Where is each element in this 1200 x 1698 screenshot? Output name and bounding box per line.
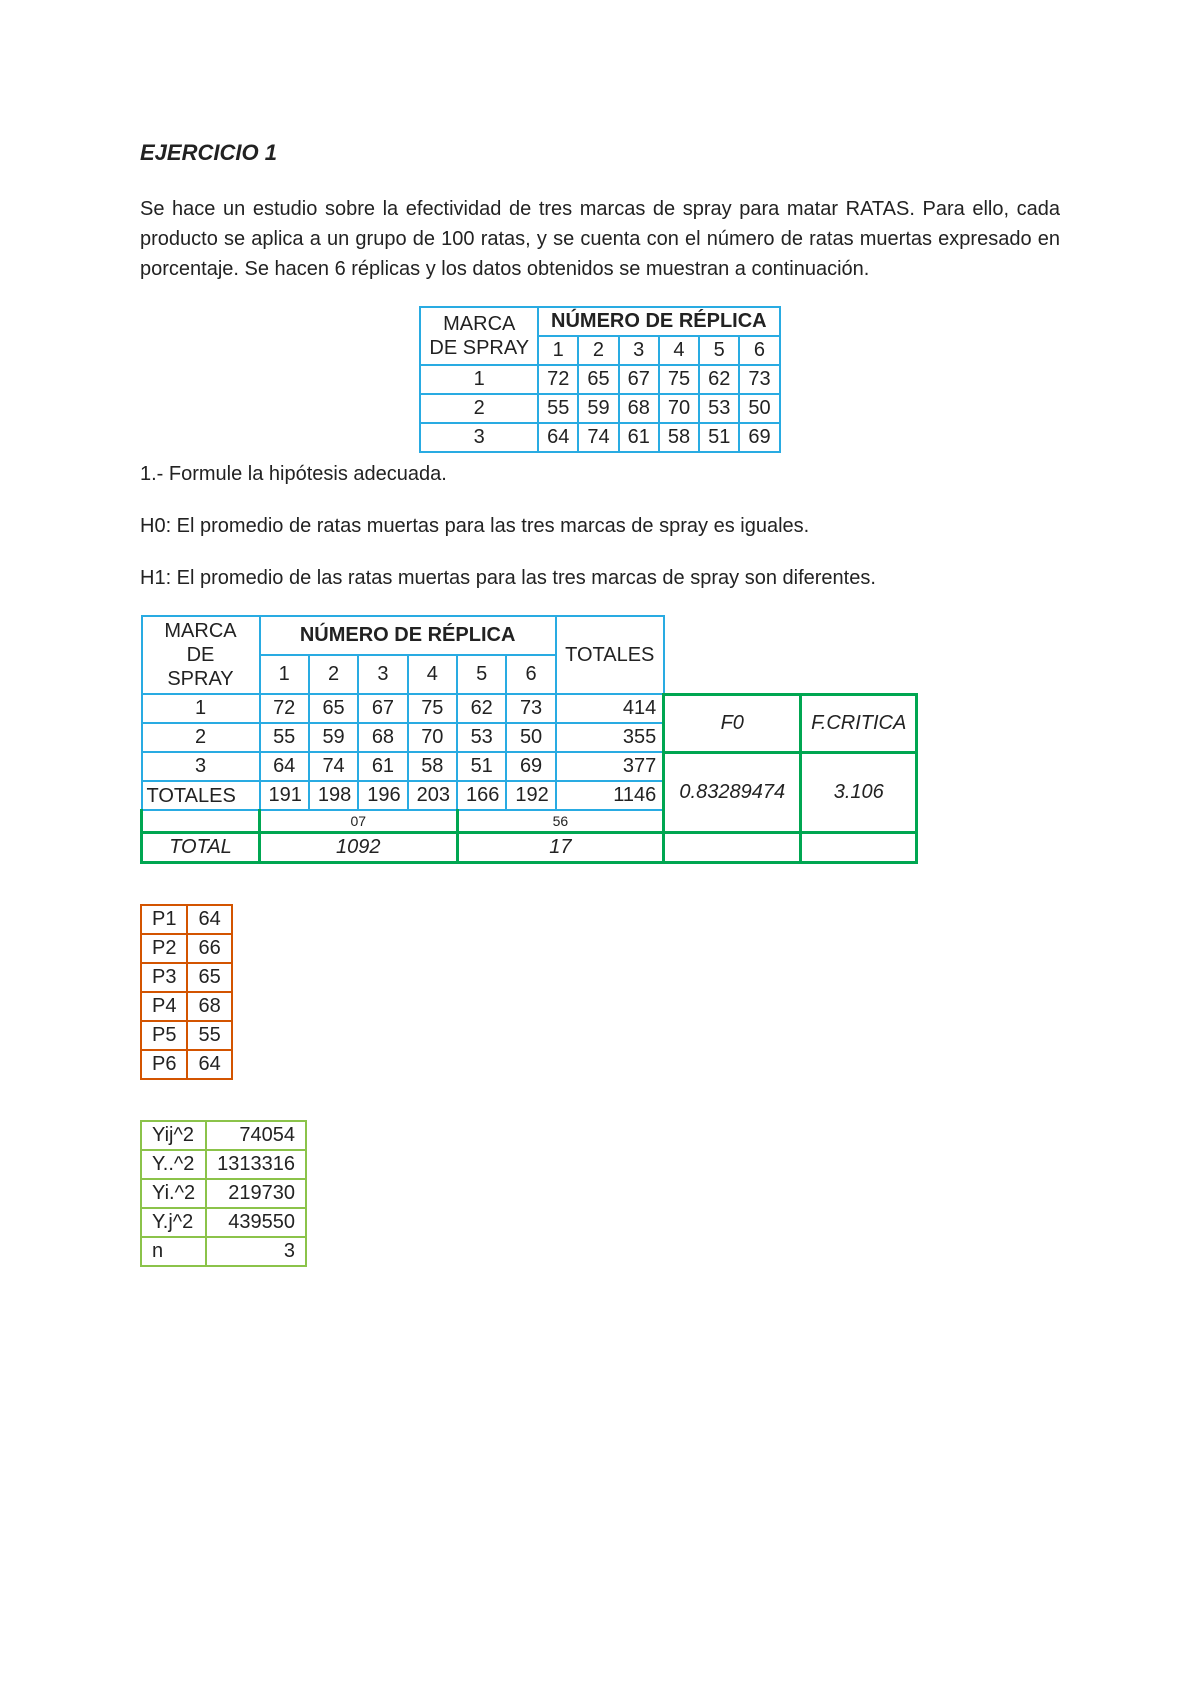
tm-c1: 1 <box>260 655 309 694</box>
tm-hl2: SPRAY <box>167 668 233 690</box>
table-row: Yij^274054 <box>141 1121 306 1150</box>
table-row: Yi.^2219730 <box>141 1179 306 1208</box>
f0-label: F0 <box>664 694 801 752</box>
t1-head-left-top: MARCA <box>443 313 515 335</box>
t1-c6: 6 <box>739 336 779 365</box>
tm-c4: 4 <box>408 655 457 694</box>
t1-head-right: NÚMERO DE RÉPLICA <box>538 307 780 336</box>
f0-value: 0.83289474 <box>664 752 801 833</box>
values-table: Yij^274054Y..^21313316Yi.^2219730Y.j^243… <box>140 1120 307 1267</box>
tm-c3: 3 <box>358 655 407 694</box>
table-row: 3647461585169 <box>420 423 779 452</box>
intro-paragraph: Se hace un estudio sobre la efectividad … <box>140 194 1060 284</box>
t1-c1: 1 <box>538 336 578 365</box>
data-table-main: MARCA DE SPRAY NÚMERO DE RÉPLICA TOTALES… <box>140 615 918 864</box>
tm-r1-l: 1 <box>142 694 260 723</box>
hypothesis-h0: H0: El promedio de ratas muertas para la… <box>140 511 1060 541</box>
table-row: P468 <box>141 992 232 1021</box>
p-table: P164P266P365P468P555P664 <box>140 904 233 1080</box>
t1-c2: 2 <box>578 336 618 365</box>
table-row: Y.j^2439550 <box>141 1208 306 1237</box>
total-label: TOTAL <box>142 833 260 863</box>
tm-hm: NÚMERO DE RÉPLICA <box>260 616 556 655</box>
hypothesis-h1: H1: El promedio de las ratas muertas par… <box>140 563 1060 593</box>
tm-c5: 5 <box>457 655 506 694</box>
tm-totlabel: TOTALES <box>142 781 260 810</box>
tm-hl1: MARCA DE <box>164 620 236 666</box>
table-row: P164 <box>141 905 232 934</box>
t1-c3: 3 <box>619 336 659 365</box>
t1-c4: 4 <box>659 336 699 365</box>
table-row: P266 <box>141 934 232 963</box>
t1-c5: 5 <box>699 336 739 365</box>
tm-c2: 2 <box>309 655 358 694</box>
table-row: P365 <box>141 963 232 992</box>
total-b: 17 <box>457 833 664 863</box>
table-row: P664 <box>141 1050 232 1079</box>
tm-ht: TOTALES <box>556 616 664 694</box>
question-1: 1.- Formule la hipótesis adecuada. <box>140 459 1060 489</box>
table-row: 1726567756273 <box>420 365 779 394</box>
table-row: n3 <box>141 1237 306 1266</box>
tm-c6: 6 <box>506 655 555 694</box>
total-a: 1092 <box>260 833 458 863</box>
fcrit-value: 3.106 <box>801 752 917 833</box>
table-row: P555 <box>141 1021 232 1050</box>
fcrit-label: F.CRITICA <box>801 694 917 752</box>
exercise-title: EJERCICIO 1 <box>140 140 1060 166</box>
t1-head-left-bot: DE SPRAY <box>429 337 529 359</box>
table-row: Y..^21313316 <box>141 1150 306 1179</box>
data-table-1: MARCA DE SPRAY NÚMERO DE RÉPLICA 1 2 3 4… <box>419 306 780 453</box>
table-row: 2555968705350 <box>420 394 779 423</box>
page: EJERCICIO 1 Se hace un estudio sobre la … <box>0 0 1200 1698</box>
